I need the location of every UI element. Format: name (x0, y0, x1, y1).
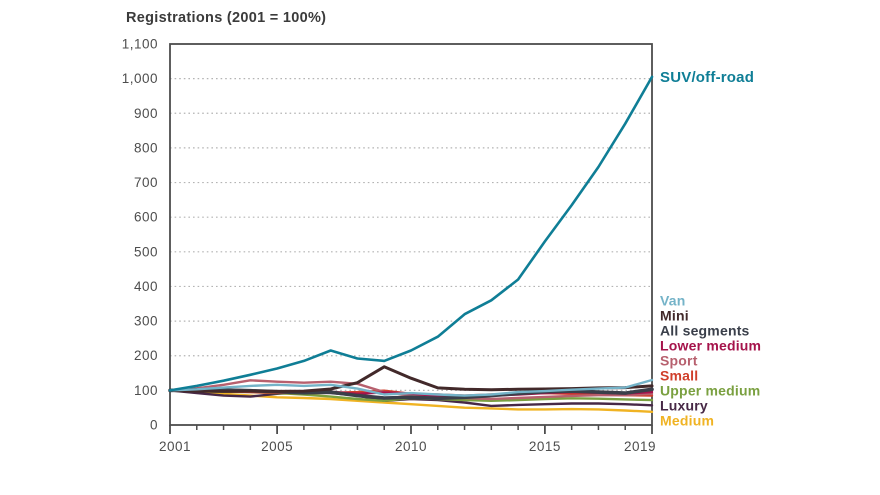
plot-border (169, 43, 653, 426)
chart-title: Registrations (2001 = 100%) (126, 10, 327, 26)
gridlines (170, 78, 652, 391)
legend-label-suv-off-road: SUV/off-road (660, 69, 754, 86)
legend-label-mini: Mini (660, 308, 689, 324)
y-tick-label: 800 (134, 140, 158, 155)
y-tick-label: 1,100 (122, 37, 158, 52)
x-tick-label: 2001 (159, 439, 191, 454)
y-tick-label: 1,000 (122, 71, 158, 86)
y-tick-label: 600 (134, 210, 158, 225)
legend-label-van: Van (660, 293, 686, 309)
series-line-van (168, 378, 654, 397)
x-tick-label: 2019 (624, 439, 656, 454)
y-axis-labels: 0 100 200 300 400 500 600 700 800 900 1,000 1,100 (122, 37, 158, 433)
x-axis-labels: 2001 2005 2010 2015 2019 (159, 439, 656, 454)
y-tick-label: 0 (150, 418, 158, 433)
y-tick-label: 500 (134, 244, 158, 259)
series-line-suv-off-road (168, 75, 654, 392)
legend-label-sport: Sport (660, 353, 698, 369)
y-tick-label: 900 (134, 106, 158, 121)
series-lines (168, 75, 654, 413)
series-line-mini (168, 365, 654, 393)
x-tick-label: 2010 (395, 439, 427, 454)
y-tick-label: 400 (134, 279, 158, 294)
x-tick-label: 2005 (261, 439, 293, 454)
y-tick-label: 200 (134, 348, 158, 363)
legend-label-luxury: Luxury (660, 398, 708, 414)
legend-label-all-segments: All segments (660, 323, 750, 339)
y-tick-label: 300 (134, 314, 158, 329)
x-axis-ticks (169, 425, 653, 434)
x-tick-label: 2015 (529, 439, 561, 454)
legend-label-medium: Medium (660, 413, 714, 429)
y-tick-label: 100 (134, 383, 158, 398)
legend-label-small: Small (660, 368, 698, 384)
legend-label-lower-medium: Lower medium (660, 338, 761, 354)
legend-label-upper-medium: Upper medium (660, 383, 760, 399)
y-tick-label: 700 (134, 175, 158, 190)
